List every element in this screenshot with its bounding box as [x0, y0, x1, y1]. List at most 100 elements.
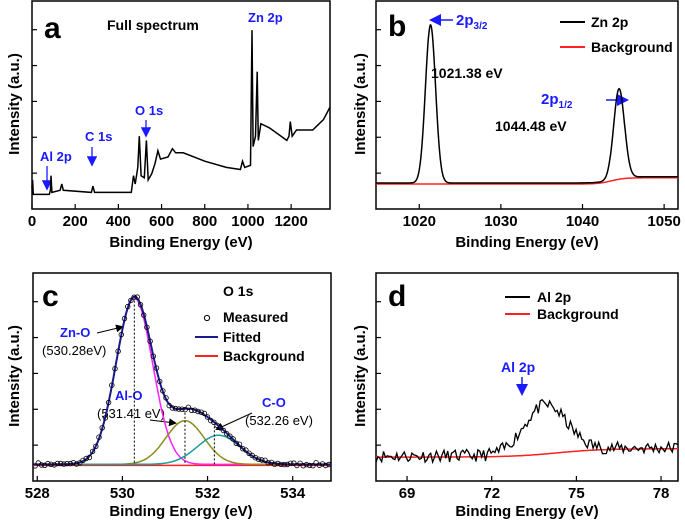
measured-point — [96, 434, 102, 440]
measured-point — [54, 460, 61, 467]
measured-point — [316, 462, 322, 468]
x-tick-label: 530 — [110, 485, 135, 502]
measured-point — [275, 460, 281, 467]
component-label-zno: Zn-O — [60, 325, 90, 340]
measured-point — [109, 382, 115, 388]
arrow-alo-icon — [149, 418, 177, 427]
measured-point — [115, 348, 121, 354]
peak-label-2p12: 2p1/2 — [541, 91, 573, 111]
measured-point — [236, 441, 243, 447]
peak-label-2p32: 2p3/2 — [456, 12, 488, 32]
arrow-co-icon — [215, 412, 253, 431]
measured-point — [211, 419, 217, 425]
component-label-co: C-O — [262, 395, 286, 410]
measured-point — [284, 461, 291, 468]
plot-frame — [375, 0, 679, 210]
x-tick-label: 800 — [192, 213, 217, 230]
measured-point — [255, 456, 262, 462]
measured-point — [204, 414, 211, 420]
series-line-background — [376, 177, 678, 185]
measured-point — [134, 294, 140, 300]
measured-point — [323, 462, 329, 469]
legend-background: Background — [537, 306, 619, 322]
chart-title: O 1s — [223, 283, 254, 299]
measured-point — [137, 302, 144, 308]
legend-background: Background — [223, 348, 305, 364]
measured-point — [188, 407, 195, 413]
measured-point — [307, 462, 313, 469]
measured-point — [128, 297, 134, 304]
measured-point — [124, 303, 131, 310]
legend-swatch-measured — [203, 314, 211, 322]
component-label-alo: Al-O — [115, 388, 142, 403]
x-tick-label: 534 — [280, 485, 306, 502]
measured-point — [217, 425, 223, 431]
x-tick-label: 200 — [63, 213, 88, 230]
legend-measured: Measured — [223, 309, 288, 325]
measured-point — [169, 405, 176, 411]
x-axis-label: Binding Energy (eV) — [455, 503, 598, 520]
annotation-al2p: Al 2p — [40, 149, 72, 164]
y-axis-label: Intensity (a.u.) — [6, 53, 23, 155]
measured-point — [303, 461, 310, 468]
measured-point — [259, 457, 265, 463]
annotation-o1s: O 1s — [135, 103, 163, 118]
measured-point — [102, 415, 109, 421]
measured-point — [172, 405, 179, 412]
measured-point — [233, 440, 239, 446]
panel-letter: b — [388, 10, 406, 43]
measured-point — [278, 461, 284, 468]
measured-point — [140, 312, 147, 318]
measured-point — [67, 460, 73, 467]
measured-point — [70, 460, 77, 466]
measured-point — [32, 463, 38, 469]
measured-point — [271, 461, 278, 467]
measured-point — [160, 388, 166, 394]
component-energy-alo: (531.41 eV) — [97, 406, 165, 421]
legend-al2p: Al 2p — [537, 289, 571, 305]
x-tick-label: 1050 — [647, 213, 680, 230]
measured-point — [287, 460, 294, 466]
annotation-c1s: C 1s — [85, 129, 112, 144]
measured-point — [252, 455, 259, 461]
y-axis-label: Intensity (a.u.) — [6, 325, 23, 427]
y-axis-label: Intensity (a.u.) — [352, 53, 369, 155]
peak-energy-2p32: 1021.38 eV — [431, 65, 503, 81]
x-axis-label: Binding Energy (eV) — [109, 234, 252, 251]
x-tick-label: 1020 — [403, 213, 436, 230]
x-tick-label: 532 — [195, 485, 220, 502]
panel-letter: a — [44, 12, 61, 45]
measured-point — [230, 436, 236, 442]
x-tick-label: 400 — [106, 213, 131, 230]
series-line-al2p — [375, 398, 679, 465]
panel-letter: c — [42, 280, 59, 313]
measured-point — [156, 378, 163, 385]
annotation-zn2p: Zn 2p — [248, 10, 283, 25]
measured-point — [195, 408, 201, 415]
series-line-full-spectrum — [31, 30, 331, 196]
panel-letter: d — [388, 280, 406, 313]
measured-point — [239, 445, 246, 452]
measured-point — [51, 462, 57, 468]
x-tick-label: 1030 — [484, 213, 517, 230]
measured-point — [185, 404, 192, 410]
plot-frame — [32, 272, 332, 482]
measured-point — [121, 315, 128, 322]
measured-point — [220, 427, 227, 434]
arrow-zno-icon — [96, 324, 124, 334]
measured-point — [265, 460, 271, 466]
measured-point — [38, 462, 45, 468]
x-tick-label: 72 — [483, 485, 500, 502]
x-tick-label: 1200 — [274, 213, 307, 230]
measured-point — [99, 425, 105, 431]
x-tick-label: 1040 — [566, 213, 599, 230]
measured-point — [112, 366, 118, 372]
measured-point — [105, 399, 112, 406]
x-tick-label: 1000 — [231, 213, 264, 230]
legend-fitted: Fitted — [223, 329, 261, 345]
measured-point — [198, 409, 204, 415]
measured-point — [243, 447, 249, 453]
measured-point — [163, 395, 169, 401]
measured-point — [300, 463, 306, 469]
